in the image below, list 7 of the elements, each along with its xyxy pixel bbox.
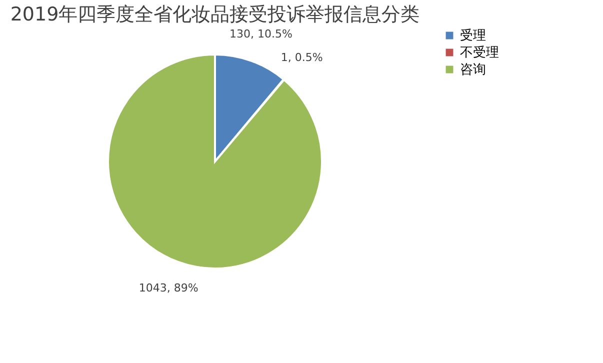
data-label: 1, 0.5% <box>280 51 323 64</box>
data-label: 1043, 89% <box>138 281 198 294</box>
legend-label: 受理 <box>460 28 486 44</box>
legend-label: 不受理 <box>460 46 499 60</box>
data-label: 130, 10.5% <box>230 28 292 41</box>
legend-label: 咨询 <box>460 62 486 78</box>
chart-title: 2019年四季度全省化妆品接受投诉举报信息分类 <box>10 4 420 26</box>
